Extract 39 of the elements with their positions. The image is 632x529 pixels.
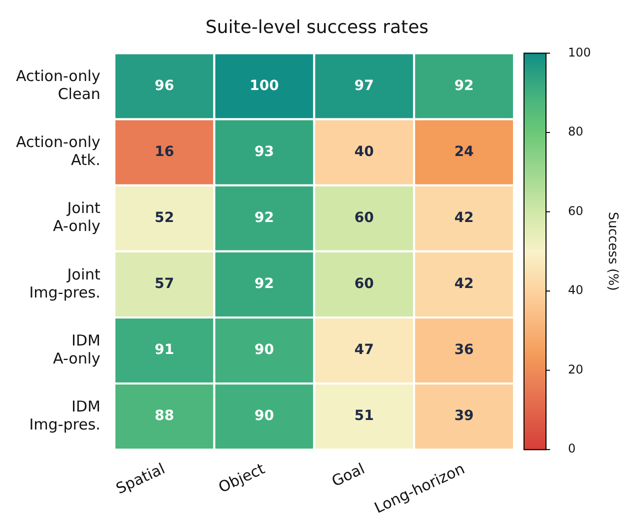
data-label: 93 [254, 144, 274, 160]
data-label: 92 [254, 276, 274, 292]
data-label: 92 [454, 78, 474, 94]
data-label: 60 [354, 276, 374, 292]
chart-title: Suite-level success rates [205, 17, 429, 38]
color-bar-label: 100 [568, 45, 591, 60]
data-label: 60 [354, 210, 374, 226]
y-tick-label: Joint A-only [53, 199, 101, 236]
data-label: 88 [154, 408, 174, 424]
color-bar-title: Success (%) [604, 212, 620, 291]
y-tick-label: Action-only Atk. [16, 133, 101, 170]
data-label: 16 [154, 144, 174, 160]
data-label: 52 [154, 210, 174, 226]
data-label: 97 [354, 78, 374, 94]
data-label: 90 [254, 342, 274, 358]
color-bar-label: 80 [568, 124, 584, 139]
x-tick-label: Goal [328, 460, 368, 490]
data-label: 90 [254, 408, 274, 424]
data-label: 36 [454, 342, 474, 358]
color-bar-label: 40 [568, 283, 584, 298]
data-label: 92 [254, 210, 274, 226]
data-label: 57 [154, 276, 174, 292]
data-label: 96 [154, 78, 174, 94]
data-label: 91 [154, 342, 174, 358]
data-label: 39 [454, 408, 474, 424]
data-label: 100 [250, 78, 280, 94]
color-bar-label: 0 [568, 442, 576, 456]
data-label: 51 [354, 408, 374, 424]
data-label: 40 [354, 144, 374, 160]
color-bar-label: 60 [568, 204, 584, 218]
y-tick-label: IDM Img-pres. [29, 397, 100, 434]
data-label: 47 [354, 342, 374, 358]
y-tick-label: IDM A-only [53, 331, 101, 368]
data-label: 42 [454, 276, 474, 292]
data-label: 42 [454, 210, 474, 226]
y-tick-label: Action-only Clean [16, 67, 101, 104]
data-label: 24 [454, 144, 474, 160]
color-bar-label: 20 [568, 362, 584, 376]
y-tick-label: Joint Img-pres. [29, 265, 100, 302]
